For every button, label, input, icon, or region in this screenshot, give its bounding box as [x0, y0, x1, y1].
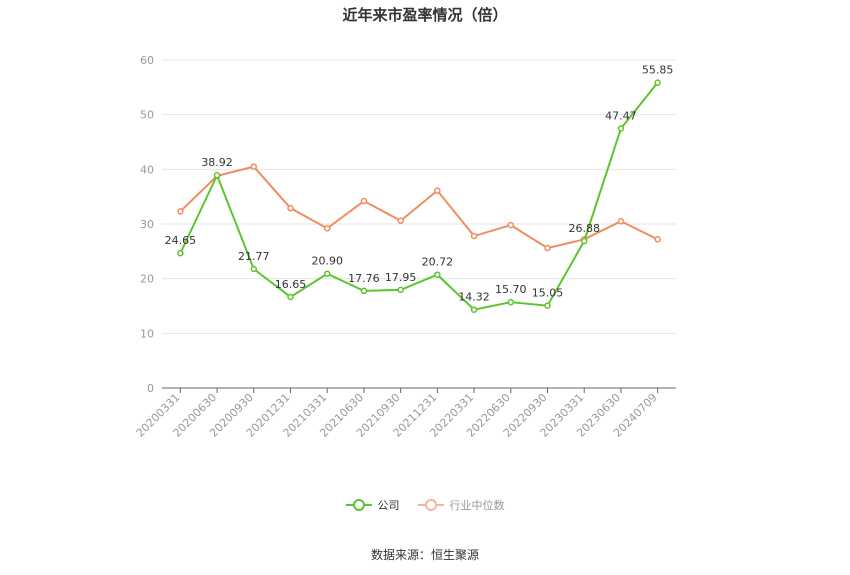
point-industry-median [397, 217, 404, 224]
point-industry-median [617, 218, 625, 225]
data-label: 14.32 [458, 291, 490, 304]
data-label: 17.95 [385, 271, 417, 284]
axes [162, 387, 676, 393]
point-company [250, 265, 258, 273]
y-tick-label: 30 [140, 218, 154, 231]
point-company [177, 249, 184, 257]
point-industry-median [544, 244, 551, 252]
legend: 公司 行业中位数 [0, 497, 850, 513]
y-axis-ticks: 0 10 20 30 40 50 60 [140, 54, 154, 395]
point-industry-median [287, 204, 294, 212]
point-industry-median [360, 197, 368, 205]
y-tick-label: 40 [140, 163, 154, 176]
point-industry-median [507, 221, 515, 229]
y-tick-label: 50 [140, 109, 154, 122]
data-label: 24.65 [165, 234, 197, 247]
point-industry-median [250, 163, 258, 170]
data-label: 15.05 [532, 287, 564, 300]
chart-title: 近年来市盈率情况（倍） [342, 6, 508, 24]
data-label: 26.88 [568, 222, 600, 235]
point-company [360, 287, 368, 295]
data-label: 20.90 [311, 255, 343, 268]
point-company [580, 237, 588, 245]
point-company [397, 286, 404, 294]
data-label: 38.92 [201, 156, 233, 169]
data-source: 数据来源：恒生聚源 [370, 548, 479, 562]
legend-marker-company [345, 499, 372, 511]
point-industry-median [177, 208, 184, 215]
y-tick-label: 20 [140, 273, 154, 286]
point-company [470, 306, 478, 313]
data-label: 15.70 [495, 283, 527, 296]
legend-item-industry-median[interactable]: 行业中位数 [417, 497, 505, 513]
x-axis-ticks: 2020033120200630202009302020123120210331… [134, 391, 660, 440]
data-label: 20.72 [422, 256, 454, 269]
series-line-industry-median [179, 165, 659, 250]
point-company [213, 171, 221, 179]
legend-marker-industry-median [417, 499, 444, 511]
point-company [434, 271, 441, 278]
legend-label-industry-median: 行业中位数 [449, 499, 505, 512]
point-company [323, 270, 331, 277]
point-company [544, 302, 551, 309]
point-company [287, 293, 294, 301]
series-group [177, 79, 661, 313]
data-label: 17.76 [348, 272, 380, 285]
legend-label-company: 公司 [377, 499, 400, 512]
point-company [617, 125, 625, 132]
series-line-company [179, 82, 659, 311]
point-industry-median [654, 236, 661, 243]
y-tick-label: 10 [140, 327, 154, 340]
y-tick-label: 0 [147, 382, 154, 395]
point-industry-median [470, 232, 478, 240]
point-industry-median [323, 225, 331, 232]
data-label: 55.85 [642, 64, 674, 77]
point-company [654, 79, 661, 86]
data-label: 21.77 [238, 250, 270, 263]
data-labels: 24.65 38.92 21.77 16.65 20.90 17.76 17.95 20.72… [165, 64, 674, 304]
point-industry-median [434, 187, 441, 194]
data-label: 47.47 [605, 109, 637, 122]
legend-item-company[interactable]: 公司 [345, 497, 400, 513]
point-company [507, 298, 515, 306]
data-label: 16.65 [275, 278, 307, 291]
y-tick-label: 60 [140, 54, 154, 67]
